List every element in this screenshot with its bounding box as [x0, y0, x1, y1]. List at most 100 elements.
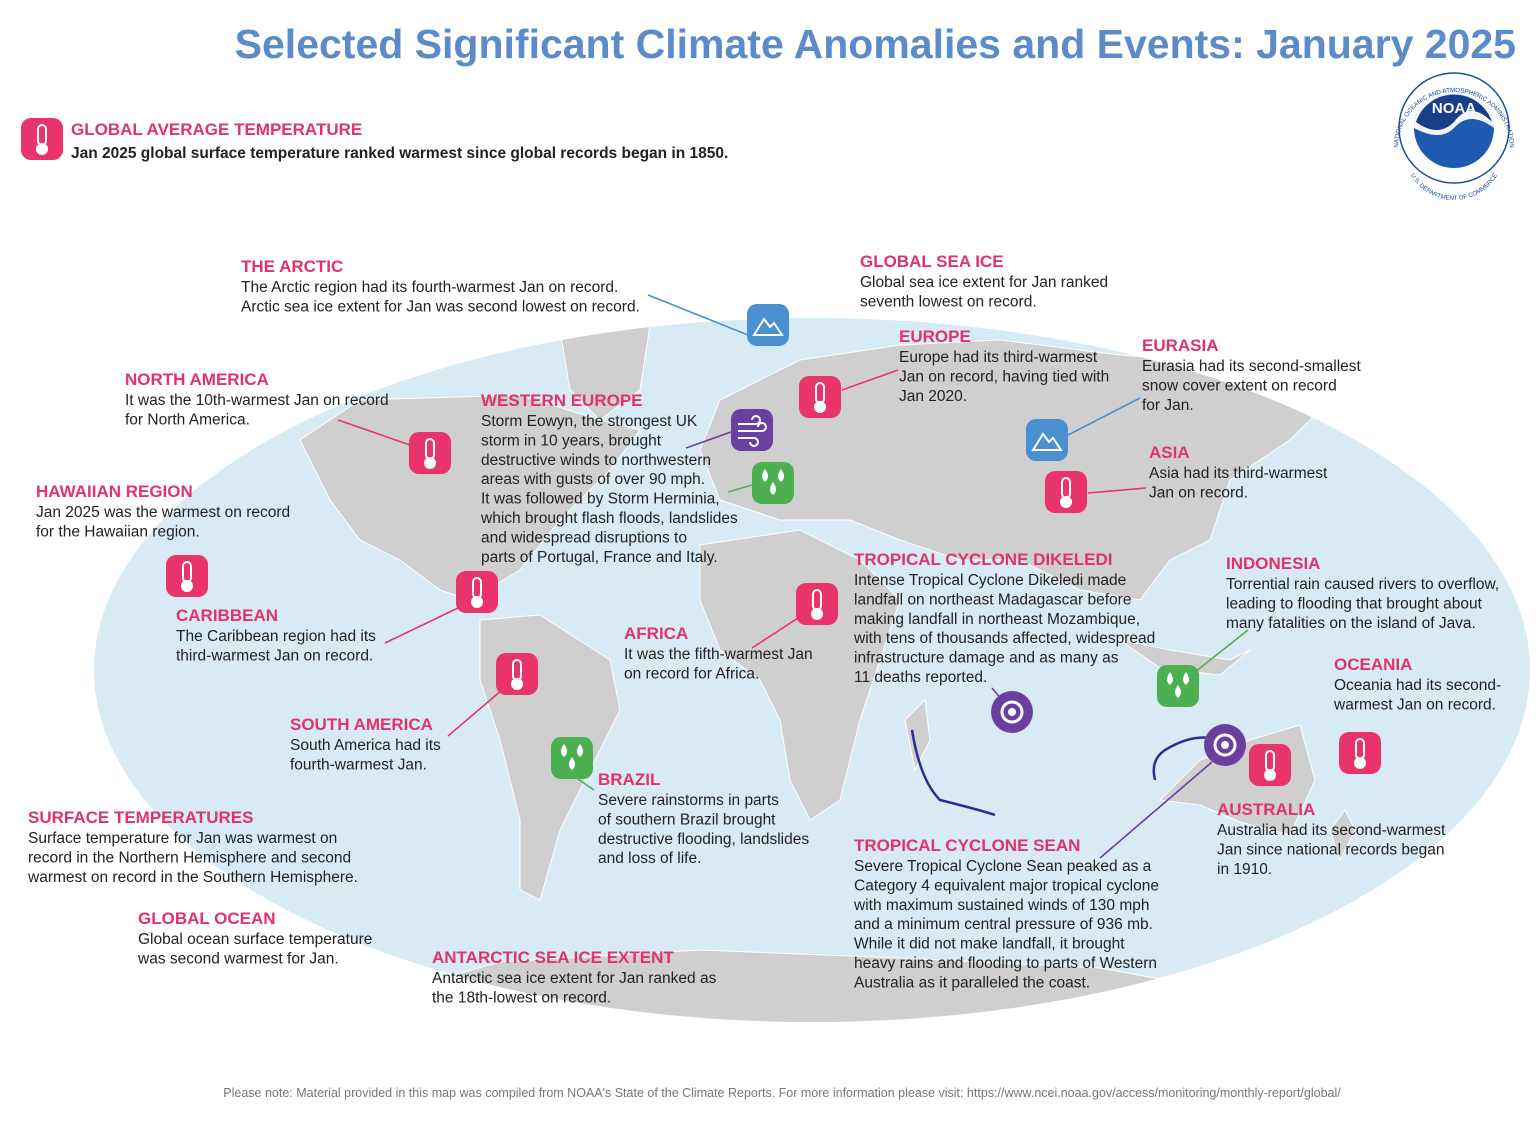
global-heading: GLOBAL AVERAGE TEMPERATURE	[71, 120, 362, 139]
logo-text: NOAA	[1432, 100, 1476, 117]
event-text: fourth-warmest Jan.	[290, 756, 427, 773]
icon-glyph	[1060, 496, 1072, 508]
title: Selected Significant Climate Anomalies a…	[235, 21, 1516, 67]
event: WESTERN EUROPE Storm Eowyn, the strongest…	[480, 391, 738, 566]
event-text: areas with gusts of over 90 mph.	[481, 471, 705, 488]
event-text: snow cover extent on record	[1142, 377, 1337, 394]
icon-bg	[409, 432, 451, 474]
map-background	[94, 318, 1530, 1022]
icon-c	[1204, 724, 1246, 766]
icon-bg	[796, 583, 838, 625]
event-text: While it did not make landfall, it broug…	[854, 936, 1125, 953]
icon-glyph	[569, 757, 575, 770]
event: OCEANIA Oceania had its second-warmest Ja…	[1333, 655, 1501, 713]
event-heading: HAWAIIAN REGION	[36, 482, 193, 501]
event: NORTH AMERICA It was the 10th-warmest Jan…	[125, 370, 389, 428]
event-text: Jan since national records began	[1217, 841, 1444, 858]
leader-line	[1067, 397, 1141, 436]
event: SOUTH AMERICA South America had its fourth…	[290, 715, 441, 773]
event-text: The Arctic region had its fourth-warmest…	[241, 279, 618, 296]
event-heading: GLOBAL OCEAN	[138, 909, 276, 928]
icon-glyph	[1221, 741, 1229, 749]
icon-glyph	[1008, 708, 1016, 716]
event: BRAZIL Severe rainstorms in parts of south…	[598, 770, 809, 867]
event-text: for North America.	[125, 411, 250, 428]
event-text: with maximum sustained winds of 130 mph	[853, 897, 1150, 914]
event-text: Australia as it paralleled the coast.	[854, 974, 1090, 991]
noaa-logo: NOAA NATIONAL OCEANIC AND ATMOSPHERIC AD…	[1393, 72, 1515, 202]
icon-t	[1045, 471, 1087, 513]
event-text: record in the Northern Hemisphere and se…	[28, 849, 351, 866]
icon-glyph	[1031, 432, 1063, 451]
icon-bg	[1339, 732, 1381, 774]
icon-t	[799, 376, 841, 418]
event-text: Eurasia had its second-smallest	[1142, 358, 1362, 375]
event-heading: AUSTRALIA	[1217, 800, 1315, 819]
event-text: infrastructure damage and as many as	[854, 650, 1119, 667]
event-text: for Jan.	[1142, 397, 1194, 414]
icon-glyph	[424, 457, 436, 469]
icons	[21, 118, 1381, 859]
event-text: for the Hawaiian region.	[36, 523, 200, 540]
leader-line	[727, 484, 753, 493]
icon-t	[409, 432, 451, 474]
event-text: leading to flooding that brought about	[1226, 595, 1483, 612]
event-text: Oceania had its second-	[1334, 677, 1501, 694]
event: SURFACE TEMPERATURES Surface temperature …	[27, 808, 358, 886]
event: THE ARCTIC The Arctic region had its four…	[241, 257, 640, 315]
event-text: It was the fifth-warmest Jan	[624, 646, 813, 663]
leader-line	[447, 689, 503, 737]
leader-line	[841, 369, 899, 391]
leader-line	[1099, 761, 1213, 859]
event-text: which brought flash floods, landslides	[480, 510, 738, 527]
event-text: Category 4 equivalent major tropical cyc…	[854, 877, 1159, 894]
event-text: of southern Brazil brought	[598, 811, 776, 828]
event-text: Jan 2020.	[899, 388, 967, 405]
event-text: making landfall in northeast Mozambique,	[854, 611, 1140, 628]
icon-i	[747, 304, 789, 346]
event-text: Intense Tropical Cyclone Dikeledi made	[854, 572, 1126, 589]
leader-line	[1194, 629, 1249, 673]
event-text: Surface temperature for Jan was warmest …	[28, 830, 337, 847]
icon-glyph	[511, 678, 523, 690]
event-text: destructive flooding, landslides	[598, 831, 809, 848]
event: ANTARCTIC SEA ICE EXTENT Antarctic sea ic…	[432, 948, 717, 1006]
event-text: 11 deaths reported.	[854, 669, 987, 686]
event-text: was second warmest for Jan.	[137, 950, 339, 967]
leader-line	[384, 607, 459, 644]
event-text: Antarctic sea ice extent for Jan ranked …	[432, 970, 717, 987]
event-text: It was the 10th-warmest Jan on record	[125, 392, 389, 409]
icon-t	[796, 583, 838, 625]
event-heading: TROPICAL CYCLONE DIKELEDI	[854, 550, 1112, 569]
footnote: Please note: Material provided in this m…	[223, 1086, 1341, 1100]
event-heading: SURFACE TEMPERATURES	[28, 808, 253, 827]
event: EURASIA Eurasia had its second-smallest sn…	[1142, 336, 1362, 414]
icon-t	[496, 653, 538, 695]
icon-glyph	[181, 580, 193, 592]
event-text: Arctic sea ice extent for Jan was second…	[241, 298, 640, 315]
icon-glyph	[811, 608, 823, 620]
leader-line	[751, 617, 799, 649]
event-text: The Caribbean region had its	[176, 628, 376, 645]
event-text: many fatalities on the island of Java.	[1226, 615, 1476, 632]
event-heading: THE ARCTIC	[241, 257, 343, 276]
event-text: Global ocean surface temperature	[138, 931, 372, 948]
event-heading: WESTERN EUROPE	[481, 391, 643, 410]
event-heading: OCEANIA	[1334, 655, 1412, 674]
icon-bg	[166, 555, 208, 597]
event: INDONESIA Torrential rain caused rivers t…	[1226, 554, 1499, 632]
event-text: the 18th-lowest on record.	[432, 989, 611, 1006]
icon-glyph	[762, 469, 768, 482]
event-heading: EUROPE	[899, 327, 971, 346]
icon-glyph	[738, 415, 767, 447]
leader-line	[685, 431, 732, 449]
icon-t	[456, 571, 498, 613]
event-heading: NORTH AMERICA	[125, 370, 269, 389]
event: GLOBAL SEA ICE Global sea ice extent for …	[860, 252, 1108, 310]
event-heading: BRAZIL	[598, 770, 660, 789]
event-text: Europe had its third-warmest	[899, 349, 1098, 366]
icon-glyph	[1264, 769, 1276, 781]
icon-t	[21, 118, 63, 160]
